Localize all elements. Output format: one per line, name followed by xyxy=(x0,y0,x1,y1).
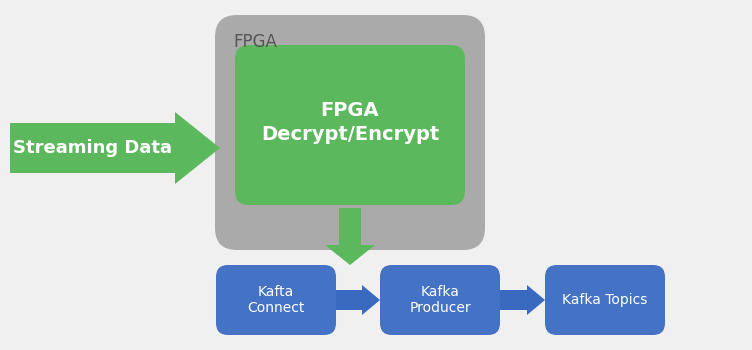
Polygon shape xyxy=(500,285,545,315)
Text: Kafta: Kafta xyxy=(258,285,294,299)
Polygon shape xyxy=(325,208,375,265)
FancyBboxPatch shape xyxy=(235,45,465,205)
Text: Kafka: Kafka xyxy=(420,285,459,299)
Text: FPGA: FPGA xyxy=(320,102,379,120)
Text: Producer: Producer xyxy=(409,301,471,315)
Polygon shape xyxy=(10,112,220,184)
Text: Kafka Topics: Kafka Topics xyxy=(562,293,647,307)
Polygon shape xyxy=(336,285,380,315)
Text: Decrypt/Encrypt: Decrypt/Encrypt xyxy=(261,126,439,145)
FancyBboxPatch shape xyxy=(545,265,665,335)
FancyBboxPatch shape xyxy=(215,15,485,250)
FancyBboxPatch shape xyxy=(216,265,336,335)
Text: FPGA: FPGA xyxy=(233,33,277,51)
FancyBboxPatch shape xyxy=(380,265,500,335)
Text: Streaming Data: Streaming Data xyxy=(13,139,172,157)
Text: Connect: Connect xyxy=(247,301,305,315)
